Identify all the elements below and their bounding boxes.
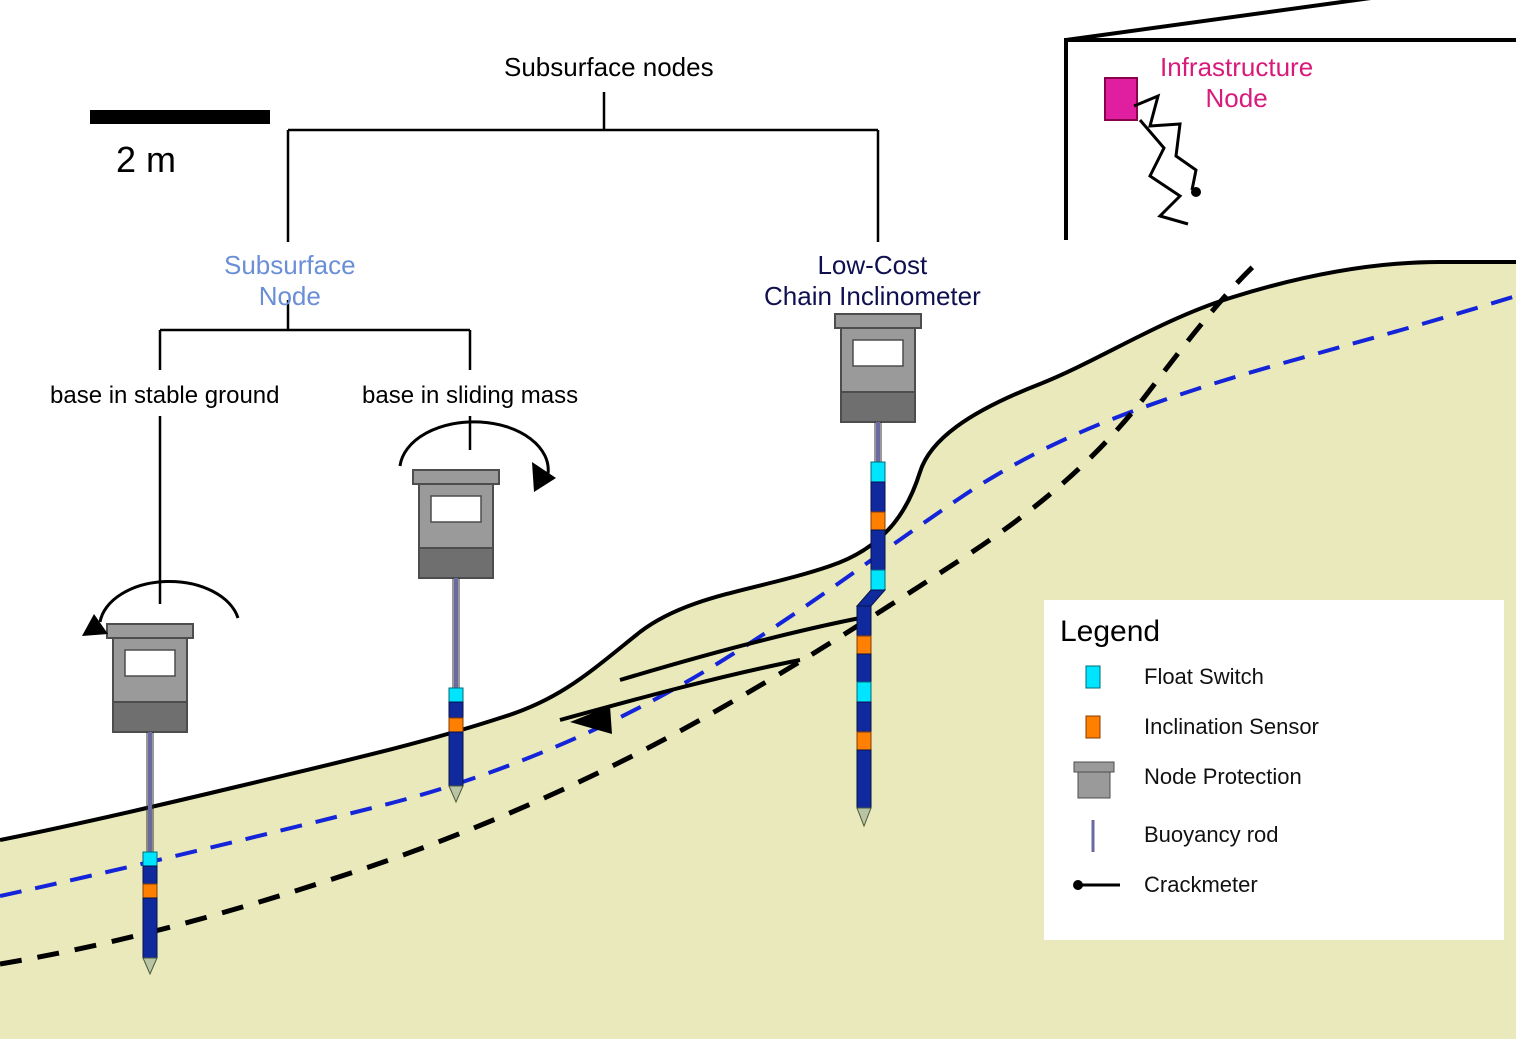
float-switch-C-4 — [871, 570, 885, 590]
label-lci: Low-Cost Chain Inclinometer — [764, 250, 981, 312]
scale-label: 2 m — [116, 138, 176, 181]
node-protection-A — [107, 624, 193, 732]
inclination-sensor-A-2 — [143, 884, 157, 898]
chain-seg-A-3 — [143, 898, 157, 958]
label-base-sliding: base in sliding mass — [362, 382, 578, 411]
inclination-sensor-C-7 — [857, 636, 871, 654]
legend-item-incl: Inclination Sensor — [1144, 714, 1319, 739]
float-switch-B-0 — [449, 688, 463, 702]
chain-seg-C-3 — [871, 530, 885, 570]
legend-incl-icon — [1086, 716, 1100, 738]
legend-node-icon — [1078, 772, 1110, 798]
float-switch-A-0 — [143, 852, 157, 866]
legend-float-icon — [1086, 666, 1100, 688]
float-switch-C-9 — [857, 682, 871, 702]
crackmeter-anchor — [1191, 187, 1201, 197]
inclination-sensor-B-2 — [449, 718, 463, 732]
legend-title: Legend — [1060, 614, 1160, 650]
chain-seg-C-6 — [857, 606, 871, 636]
title-subsurface-nodes: Subsurface nodes — [504, 52, 714, 83]
chain-seg-B-3 — [449, 732, 463, 786]
chain-seg-C-10 — [857, 702, 871, 732]
label-infrastructure-node: Infrastructure Node — [1160, 52, 1313, 114]
inclination-sensor-C-11 — [857, 732, 871, 750]
chain-seg-C-1 — [871, 482, 885, 512]
node-protection-B — [413, 470, 499, 578]
label-base-stable: base in stable ground — [50, 382, 280, 411]
legend-item-crack: Crackmeter — [1144, 872, 1258, 897]
label-subsurface-node: Subsurface Node — [224, 250, 356, 312]
inclination-sensor-C-2 — [871, 512, 885, 530]
legend-item-node: Node Protection — [1144, 764, 1302, 789]
chain-seg-A-1 — [143, 866, 157, 884]
chain-seg-B-1 — [449, 702, 463, 718]
node-protection-C — [835, 314, 921, 422]
infrastructure-node-box — [1105, 78, 1137, 120]
legend-item-float: Float Switch — [1144, 664, 1264, 689]
chain-seg-C-12 — [857, 750, 871, 808]
chain-seg-C-8 — [857, 654, 871, 682]
legend-item-rod: Buoyancy rod — [1144, 822, 1279, 847]
float-switch-C-0 — [871, 462, 885, 482]
scale-bar — [90, 110, 270, 124]
